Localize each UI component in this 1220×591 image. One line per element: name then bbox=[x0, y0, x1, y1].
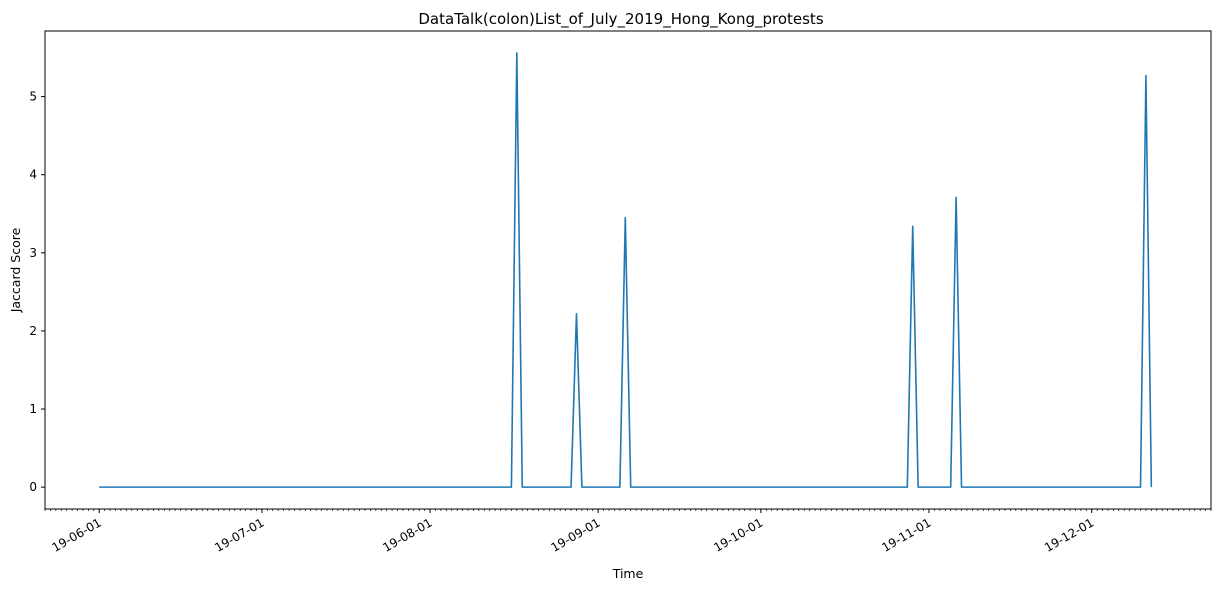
x-tick-label: 19-11-01 bbox=[879, 515, 933, 554]
x-tick-label: 19-08-01 bbox=[380, 515, 434, 554]
y-tick-label: 1 bbox=[29, 402, 37, 416]
y-tick-label: 4 bbox=[29, 168, 37, 182]
y-tick-label: 0 bbox=[29, 480, 37, 494]
plot-area bbox=[44, 30, 1212, 510]
plot-frame bbox=[44, 30, 1212, 510]
x-axis: 19-06-01 19-07-01 19-08-01 19-09-01 19-10-01… bbox=[44, 509, 1212, 555]
x-tick-label: 19-12-01 bbox=[1042, 515, 1096, 554]
x-tick-label: 19-10-01 bbox=[711, 515, 765, 554]
y-axis: 0 1 2 3 4 5 bbox=[29, 90, 45, 494]
series-line bbox=[99, 52, 1153, 488]
x-tick-label: 19-09-01 bbox=[549, 515, 603, 554]
y-tick-label: 3 bbox=[29, 246, 37, 260]
y-tick-label: 5 bbox=[29, 90, 37, 104]
x-axis-label: Time bbox=[612, 566, 644, 581]
x-tick-label: 19-06-01 bbox=[50, 515, 104, 554]
x-tick-label: 19-07-01 bbox=[212, 515, 266, 554]
y-tick-label: 2 bbox=[29, 324, 37, 338]
y-axis-label: Jaccard Score bbox=[8, 227, 23, 313]
chart-title: DataTalk(colon)List_of_July_2019_Hong_Ko… bbox=[418, 10, 823, 29]
